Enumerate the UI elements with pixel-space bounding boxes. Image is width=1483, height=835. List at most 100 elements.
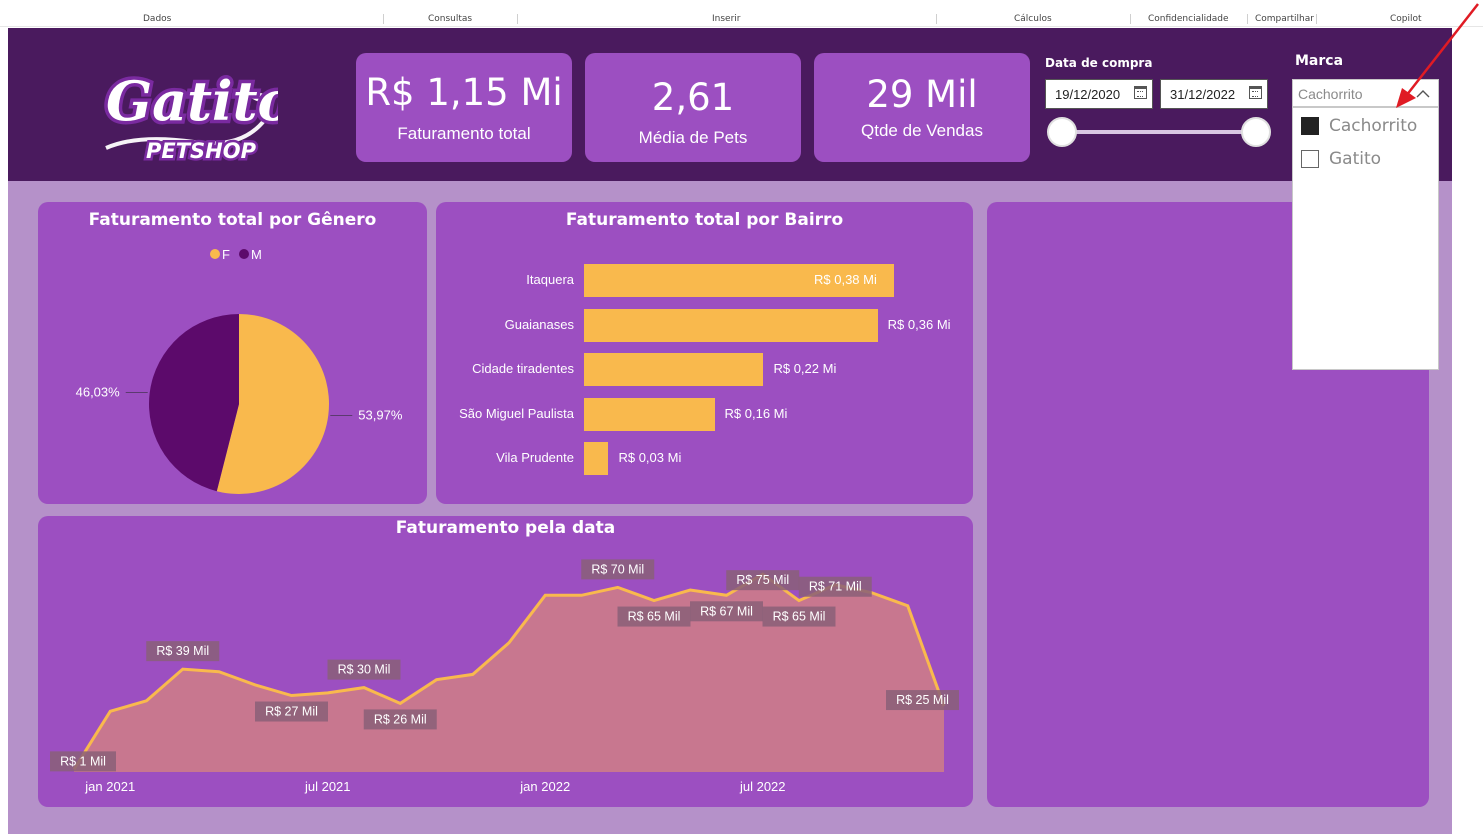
area-data-label-text: R$ 67 Mil bbox=[700, 604, 753, 618]
x-tick-label: jul 2021 bbox=[304, 779, 351, 794]
date-start-input[interactable]: 19/12/2020 bbox=[1045, 79, 1153, 109]
date-end-input[interactable]: 31/12/2022 bbox=[1160, 79, 1268, 109]
checkbox-unchecked[interactable] bbox=[1301, 150, 1319, 168]
area-data-label-text: R$ 30 Mil bbox=[338, 663, 391, 677]
ribbon-tab-compartilhar[interactable]: Compartilhar bbox=[1255, 14, 1314, 24]
ribbon-tab-calculos[interactable]: Cálculos bbox=[1014, 14, 1052, 24]
area-data-label-text: R$ 27 Mil bbox=[265, 705, 318, 719]
area-data-label: R$ 67 Mil bbox=[690, 601, 763, 622]
area-data-label: R$ 39 Mil bbox=[146, 641, 220, 662]
ribbon-separator bbox=[383, 14, 384, 24]
kpi-value: 29 Mil bbox=[866, 73, 978, 116]
area-chart: R$ 1 Mil R$ 39 Mil R$ 27 Mil R$ 30 Mil R$ 26… bbox=[50, 559, 959, 794]
area-data-label-bg bbox=[762, 606, 836, 627]
ribbon-tab-confidencialidade[interactable]: Confidencialidade bbox=[1148, 14, 1229, 24]
logo-text-gatito: Gatito bbox=[106, 69, 278, 133]
area-data-label-bg bbox=[50, 751, 116, 772]
gatito-petshop-logo: Gatito PETSHOP bbox=[98, 50, 298, 166]
pie-slice-f bbox=[216, 314, 330, 495]
area-data-label: R$ 30 Mil bbox=[327, 659, 401, 680]
bar[interactable] bbox=[584, 264, 894, 297]
ribbon-tab-dados[interactable]: Dados bbox=[143, 14, 172, 24]
area-data-label-text: R$ 1 Mil bbox=[60, 754, 106, 768]
kpi-label: Média de Pets bbox=[638, 128, 748, 147]
bar-category-label: Cidade tiradentes bbox=[472, 361, 574, 376]
ribbon-separator bbox=[936, 14, 937, 24]
area-line bbox=[72, 572, 946, 771]
area-data-label: R$ 70 Mil bbox=[581, 559, 655, 580]
area-data-label-text: R$ 65 Mil bbox=[773, 610, 826, 624]
legend-label-f: F bbox=[222, 247, 230, 262]
area-data-label: R$ 26 Mil bbox=[363, 709, 437, 730]
chart-title: Faturamento pela data bbox=[395, 518, 616, 538]
marca-option-cachorrito[interactable]: Cachorrito bbox=[1293, 113, 1438, 143]
area-data-label-text: R$ 70 Mil bbox=[591, 562, 644, 576]
area-data-label: R$ 71 Mil bbox=[798, 576, 872, 597]
date-range-end-handle[interactable] bbox=[1241, 117, 1271, 147]
red-arrow-annotation bbox=[1396, 3, 1479, 108]
area-data-label-text: R$ 26 Mil bbox=[374, 712, 427, 726]
area-data-label: R$ 27 Mil bbox=[255, 701, 328, 722]
date-end-value: 31/12/2022 bbox=[1170, 87, 1236, 102]
chevron-up-icon[interactable] bbox=[1416, 89, 1430, 99]
kpi-card-faturamento[interactable]: R$ 1,15 Mi Faturamento total bbox=[356, 53, 572, 162]
ribbon-tab-inserir[interactable]: Inserir bbox=[712, 14, 741, 24]
x-tick-label: jul 2022 bbox=[739, 779, 786, 794]
report-canvas: Gatito PETSHOP R$ 1,15 Mi Faturamento to… bbox=[8, 28, 1452, 834]
report-header: Gatito PETSHOP R$ 1,15 Mi Faturamento to… bbox=[8, 28, 1452, 181]
bar-category-label: Itaquera bbox=[526, 272, 574, 287]
date-start-value: 19/12/2020 bbox=[1055, 87, 1121, 102]
area-data-label-bg bbox=[146, 641, 220, 662]
logo-graphic: Gatito PETSHOP bbox=[103, 66, 298, 166]
date-range-start-handle[interactable] bbox=[1047, 117, 1077, 147]
legend-marker-m bbox=[239, 249, 249, 259]
x-tick-label: jan 2021 bbox=[84, 779, 135, 794]
date-slicer-title: Data de compra bbox=[1045, 56, 1153, 70]
marca-dropdown-selected: Cachorrito bbox=[1298, 86, 1363, 102]
kpi-card-media-pets[interactable]: 2,61 Média de Pets bbox=[585, 53, 801, 162]
area-data-label-bg bbox=[690, 601, 763, 622]
area-fill bbox=[74, 574, 944, 772]
ribbon-tab-consultas[interactable]: Consultas bbox=[428, 14, 473, 24]
pie-data-label-f: 53,97% bbox=[358, 407, 403, 422]
calendar-icon[interactable] bbox=[1249, 86, 1262, 99]
bar-data-label: R$ 0,16 Mi bbox=[724, 405, 788, 421]
ribbon-tab-copilot[interactable]: Copilot bbox=[1390, 14, 1422, 24]
area-data-label: R$ 75 Mil bbox=[726, 570, 800, 591]
bar[interactable] bbox=[584, 353, 764, 386]
area-data-labels: R$ 1 Mil R$ 39 Mil R$ 27 Mil R$ 30 Mil R$ 26… bbox=[50, 559, 959, 772]
marca-slicer-title: Marca bbox=[1295, 53, 1344, 69]
date-range-track[interactable] bbox=[1061, 130, 1257, 134]
kpi-card-qtde-vendas[interactable]: 29 Mil Qtde de Vendas bbox=[814, 53, 1030, 162]
bar[interactable] bbox=[584, 397, 715, 431]
area-data-label-text: R$ 25 Mil bbox=[896, 693, 949, 707]
bar[interactable] bbox=[584, 442, 609, 475]
ribbon-separator bbox=[1130, 14, 1131, 24]
bar[interactable] bbox=[584, 308, 878, 342]
area-data-label-bg bbox=[617, 606, 691, 627]
area-data-label: R$ 65 Mil bbox=[762, 606, 836, 627]
chart-title: Faturamento total por Gênero bbox=[88, 210, 377, 230]
legend-label-m: M bbox=[251, 247, 262, 262]
ribbon-separator bbox=[517, 14, 518, 24]
ribbon-separator bbox=[1247, 14, 1248, 24]
bar-data-label: R$ 0,38 Mi bbox=[814, 272, 877, 287]
area-data-label-text: R$ 75 Mil bbox=[736, 573, 789, 587]
kpi-value: 2,61 bbox=[651, 76, 735, 119]
bar-category-label: São Miguel Paulista bbox=[459, 405, 574, 421]
area-data-label-text: R$ 65 Mil bbox=[628, 610, 681, 624]
checkbox-checked[interactable] bbox=[1301, 117, 1319, 135]
chart-card-data: Faturamento pela data R$ 1 Mil R$ 39 Mil R… bbox=[38, 516, 973, 807]
area-data-label-text: R$ 39 Mil bbox=[156, 644, 209, 658]
calendar-icon[interactable] bbox=[1134, 86, 1147, 99]
area-data-label-bg bbox=[798, 576, 872, 597]
marca-dropdown-panel: Cachorrito Gatito bbox=[1292, 107, 1439, 370]
x-axis-ticks: jan 2021 jul 2021 jan 2022 jul 2022 bbox=[84, 779, 785, 794]
marca-option-gatito[interactable]: Gatito bbox=[1293, 146, 1438, 176]
area-data-label-bg bbox=[327, 659, 401, 680]
chart-title: Faturamento total por Bairro bbox=[565, 210, 844, 230]
area-data-label-bg bbox=[886, 690, 959, 711]
